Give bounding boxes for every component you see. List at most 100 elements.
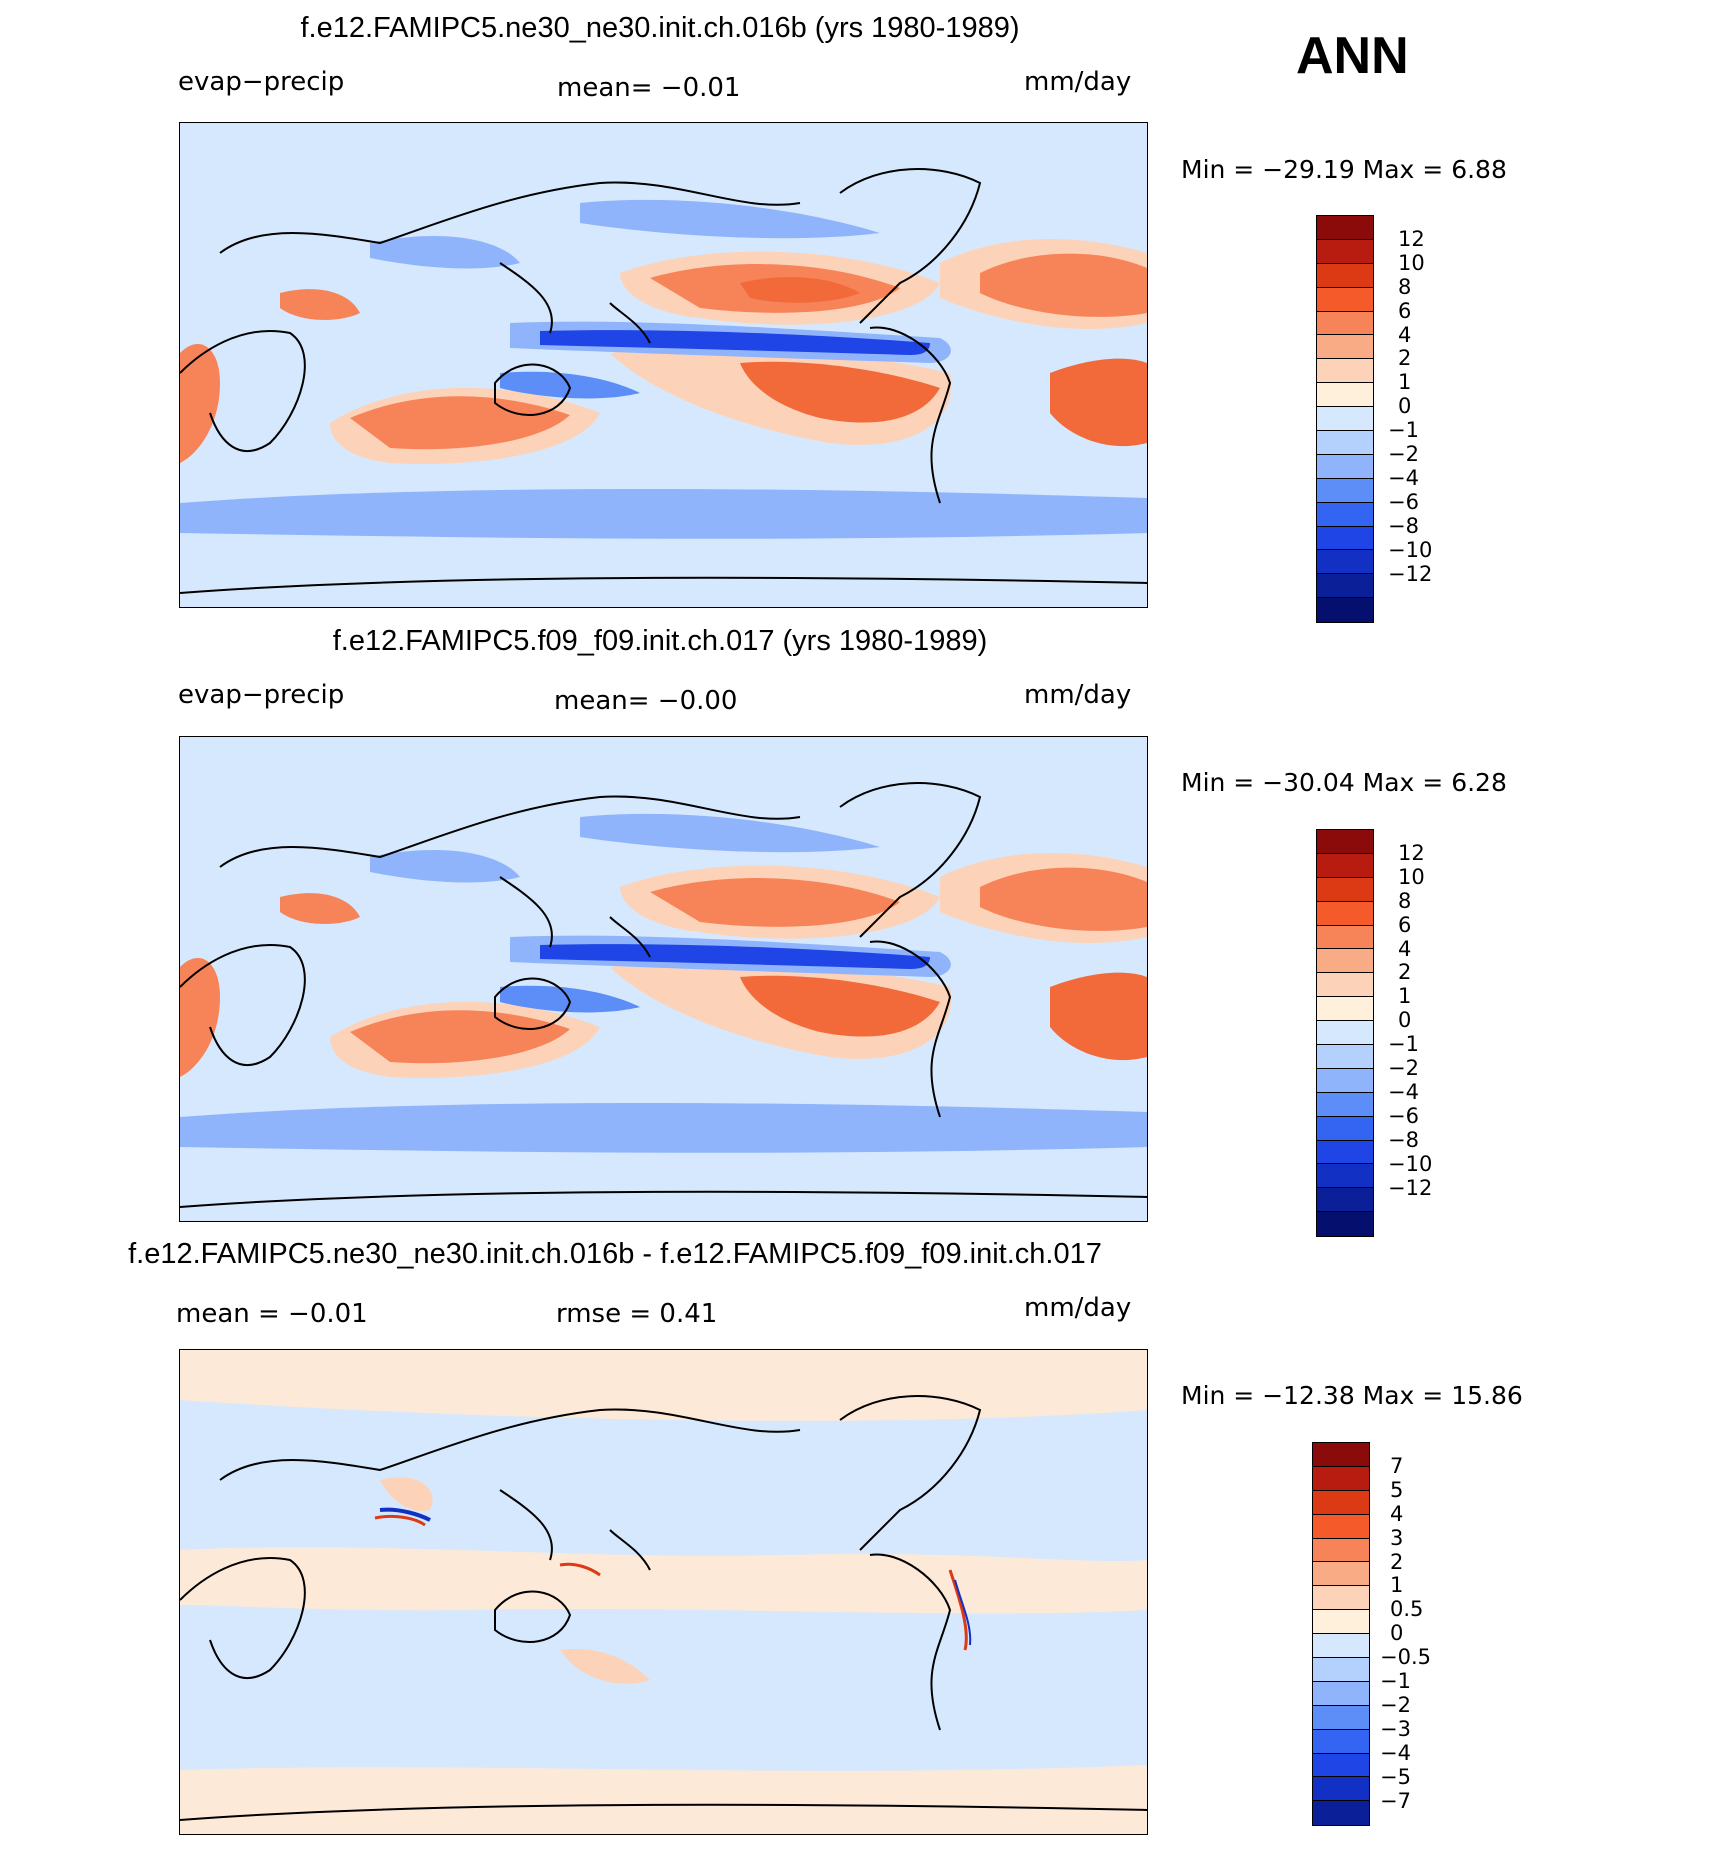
panel-3-min-max: Min = −12.38 Max = 15.86 [1181,1381,1523,1410]
panel-1-title: f.e12.FAMIPC5.ne30_ne30.init.ch.016b (yr… [300,12,1020,44]
colorbar-tick-label: 0 [1398,394,1412,419]
colorbar-tick-label: 10 [1398,864,1425,889]
colorbar-tick-label: −1 [1388,1032,1419,1057]
colorbar-swatch [1317,877,1373,902]
colorbar-tick-label: −4 [1380,1740,1411,1765]
colorbar-swatch [1317,431,1373,455]
colorbar-swatch [1313,1538,1369,1563]
colorbar-tick-label: 7 [1390,1453,1404,1478]
colorbar-tick-label: 12 [1398,226,1425,251]
season-label: ANN [1296,27,1409,85]
colorbar-swatch [1313,1610,1369,1635]
colorbar-swatch [1317,997,1373,1022]
panel-3-title: f.e12.FAMIPC5.ne30_ne30.init.ch.016b - f… [128,1238,1102,1270]
colorbar-swatch [1313,1729,1369,1754]
colorbar-tick-label: −5 [1380,1764,1411,1789]
colorbar-swatch [1317,239,1373,264]
colorbar-tick-label: 8 [1398,888,1412,913]
colorbar-tick-label: −12 [1388,561,1433,586]
colorbar-tick-label: −1 [1380,1669,1411,1693]
panel-2-map-field [180,737,1147,1221]
colorbar-swatch [1317,1164,1373,1189]
colorbar-swatch [1317,550,1373,575]
colorbar-tick-label: −1 [1388,418,1419,443]
colorbar-swatch [1317,502,1373,527]
colorbar-tick-label: 6 [1398,298,1412,323]
colorbar-swatch [1313,1705,1369,1730]
colorbar-tick-label: 6 [1398,912,1412,937]
colorbar-tick-label: 4 [1390,1501,1404,1526]
panel-1-mean: mean= −0.01 [557,73,741,103]
colorbar-swatch [1317,454,1373,479]
panel-2-min-max: Min = −30.04 Max = 6.28 [1181,768,1507,797]
panel-2-variable: evap−precip [178,680,345,710]
colorbar-swatch [1317,925,1373,950]
colorbar-tick-label: −10 [1388,1151,1433,1176]
colorbar-swatch [1317,598,1373,623]
colorbar-swatch [1317,383,1373,408]
colorbar-swatch [1317,574,1373,599]
colorbar-swatch [1317,216,1373,240]
colorbar-swatch [1317,830,1373,854]
colorbar-swatch [1313,1681,1369,1706]
panel-2-mean: mean= −0.00 [554,686,738,716]
colorbar-tick-label: −10 [1388,537,1433,562]
colorbar-tick-label: 0 [1390,1621,1404,1646]
colorbar-tick-label: 1 [1390,1573,1404,1598]
colorbar-tick-label: −6 [1388,489,1419,514]
colorbar-tick-label: −2 [1380,1692,1411,1717]
colorbar-tick-label: −0.5 [1380,1645,1431,1670]
panel-2-colorbar [1316,829,1374,1238]
colorbar-swatch [1313,1586,1369,1611]
panel-3-map [179,1349,1148,1835]
colorbar-swatch [1317,263,1373,288]
colorbar-swatch [1313,1658,1369,1682]
colorbar-swatch [1313,1634,1369,1659]
colorbar-swatch [1313,1514,1369,1539]
panel-2-title: f.e12.FAMIPC5.f09_f09.init.ch.017 (yrs 1… [332,625,988,657]
colorbar-swatch [1317,853,1373,878]
colorbar-swatch [1317,335,1373,360]
colorbar-tick-label: −2 [1388,442,1419,466]
colorbar-tick-label: −8 [1388,513,1419,538]
colorbar-swatch [1313,1562,1369,1587]
panel-1-colorbar [1316,215,1374,624]
colorbar-swatch [1317,287,1373,312]
colorbar-swatch [1313,1777,1369,1802]
colorbar-tick-label: −12 [1388,1175,1433,1200]
colorbar-swatch [1317,1068,1373,1093]
panel-1-min-max: Min = −29.19 Max = 6.88 [1181,155,1507,184]
colorbar-swatch [1317,1188,1373,1213]
colorbar-swatch [1317,359,1373,384]
colorbar-tick-label: 2 [1398,346,1412,371]
colorbar-tick-label: 12 [1398,840,1425,865]
colorbar-tick-label: −4 [1388,465,1419,490]
colorbar-tick-label: 5 [1390,1477,1404,1502]
colorbar-swatch [1317,478,1373,503]
colorbar-tick-label: −7 [1380,1788,1411,1813]
colorbar-swatch [1313,1753,1369,1778]
colorbar-swatch [1317,407,1373,432]
colorbar-tick-label: 4 [1398,936,1412,961]
panel-3-colorbar [1312,1442,1370,1827]
panel-1-map [179,122,1148,608]
panel-2-map [179,736,1148,1222]
colorbar-tick-label: −2 [1388,1056,1419,1080]
panel-3-mean: mean = −0.01 [176,1299,368,1329]
colorbar-swatch [1317,1140,1373,1165]
panel-2-units: mm/day [1024,680,1132,710]
colorbar-tick-label: 4 [1398,322,1412,347]
panel-3-map-field [180,1350,1147,1834]
colorbar-swatch [1317,526,1373,551]
colorbar-tick-label: −3 [1380,1716,1411,1741]
colorbar-swatch [1313,1466,1369,1491]
colorbar-tick-label: 2 [1390,1549,1404,1574]
colorbar-swatch [1317,901,1373,926]
colorbar-tick-label: 10 [1398,250,1425,275]
panel-3-units: mm/day [1024,1293,1132,1323]
colorbar-swatch [1313,1801,1369,1826]
colorbar-swatch [1317,311,1373,336]
panel-1-map-field [180,123,1147,607]
colorbar-swatch [1317,1021,1373,1046]
colorbar-tick-label: 1 [1398,984,1412,1009]
